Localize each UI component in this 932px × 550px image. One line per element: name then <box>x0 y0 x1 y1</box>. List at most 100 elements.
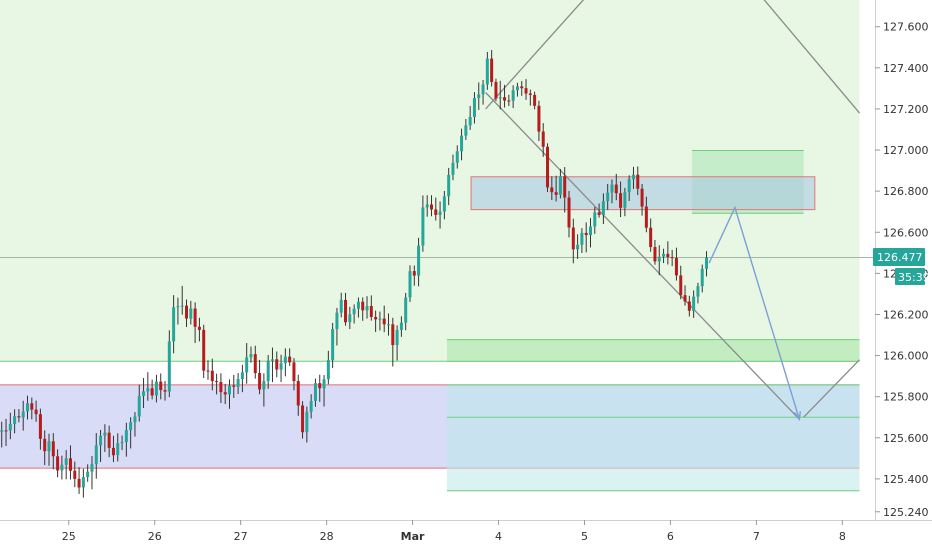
candle-body <box>619 193 623 208</box>
y-tick-label: 125.400 <box>883 473 929 486</box>
candle-body <box>30 403 34 410</box>
candle-body <box>81 477 85 488</box>
candle-body <box>13 416 17 425</box>
candle-body <box>425 204 429 208</box>
candle-body <box>331 329 335 361</box>
candle-body <box>266 360 270 382</box>
trendline-4 <box>803 359 860 418</box>
candle-body <box>503 97 507 101</box>
candle-body <box>339 299 343 313</box>
projection-layer <box>708 205 802 422</box>
candle-body <box>490 58 494 83</box>
candle-body <box>588 226 593 236</box>
candle-body <box>232 385 236 387</box>
candle-body <box>215 381 219 383</box>
right-green-zone <box>446 339 860 362</box>
candle-body <box>206 370 210 372</box>
candle-body <box>528 93 532 95</box>
candle-body <box>601 201 605 215</box>
candle-body <box>515 86 519 91</box>
candle-body <box>249 354 253 358</box>
zones-layer <box>0 0 875 492</box>
candle-body <box>326 360 330 380</box>
candle-body <box>189 308 193 319</box>
candle-body <box>657 256 661 262</box>
candle-body <box>103 432 107 436</box>
candle-body <box>335 312 339 330</box>
candle-body <box>116 443 120 456</box>
candle-body <box>34 409 38 415</box>
x-tick-label: 25 <box>62 530 76 543</box>
candle-body <box>438 211 442 215</box>
candles-layer <box>0 49 709 498</box>
candle-body <box>399 322 403 330</box>
candle-body <box>120 442 124 444</box>
candle-body <box>451 162 455 175</box>
candle-body <box>649 227 653 248</box>
candle-body <box>322 379 326 389</box>
candle-body <box>133 416 137 423</box>
y-tick-label: 127.600 <box>883 21 929 34</box>
candle-body <box>670 257 674 259</box>
x-tick-label: 4 <box>495 530 502 543</box>
candle-body <box>64 458 68 465</box>
candle-body <box>305 411 309 433</box>
candle-body <box>163 390 167 392</box>
candle-body <box>429 204 433 210</box>
candle-body <box>700 268 704 287</box>
candle-body <box>107 432 111 448</box>
y-tick-label: 126.200 <box>883 308 929 321</box>
candle-body <box>666 253 670 258</box>
countdown-badge: 35:39 <box>895 268 930 285</box>
candle-body <box>550 187 554 193</box>
candle-body <box>662 253 666 257</box>
candle-body <box>60 464 64 471</box>
candle-body <box>593 212 597 227</box>
candle-body <box>391 324 395 346</box>
candle-body <box>636 174 640 189</box>
candle-body <box>705 257 709 269</box>
candle-body <box>524 88 528 94</box>
candle-body <box>361 301 365 311</box>
candle-body <box>507 100 511 102</box>
candle-body <box>627 179 631 193</box>
candle-body <box>292 362 296 382</box>
candle-body <box>219 382 223 393</box>
candle-body <box>150 388 154 396</box>
candle-body <box>644 206 648 228</box>
candle-body <box>563 176 567 198</box>
y-tick-label: 127.000 <box>883 144 929 157</box>
x-tick-label: 26 <box>148 530 162 543</box>
candle-body <box>38 414 42 439</box>
price-badge-bg <box>873 248 925 266</box>
candle-body <box>606 192 610 202</box>
candle-body <box>99 435 103 446</box>
y-tick-label: 127.400 <box>883 62 929 75</box>
candle-body <box>679 275 683 296</box>
candle-body <box>610 184 614 193</box>
candle-body <box>129 422 133 431</box>
y-axis[interactable]: 127.600 127.400 127.200 127.000 126.800 126.6… <box>875 21 929 519</box>
candle-body <box>26 403 30 412</box>
y-tick-label: 126.600 <box>883 226 929 239</box>
candle-body <box>494 82 498 99</box>
y-tick-label: 125.800 <box>883 391 929 404</box>
candle-body <box>180 305 184 307</box>
candle-body <box>352 308 356 315</box>
candle-body <box>382 318 386 325</box>
candle-body <box>687 301 691 311</box>
y-tick-label: 125.240 <box>883 506 929 519</box>
candle-body <box>554 192 558 195</box>
candle-body <box>696 286 700 297</box>
candle-body <box>408 271 412 298</box>
candle-body <box>202 329 206 371</box>
x-axis[interactable]: 25 26 27 28 Mar 4 5 6 7 8 <box>62 520 846 543</box>
candle-body <box>387 324 391 326</box>
candle-body <box>309 400 313 412</box>
candle-body <box>258 373 262 390</box>
projection-arrowhead <box>793 411 802 422</box>
candle-body <box>288 356 292 363</box>
candle-body <box>460 135 464 152</box>
candle-body <box>653 247 657 262</box>
